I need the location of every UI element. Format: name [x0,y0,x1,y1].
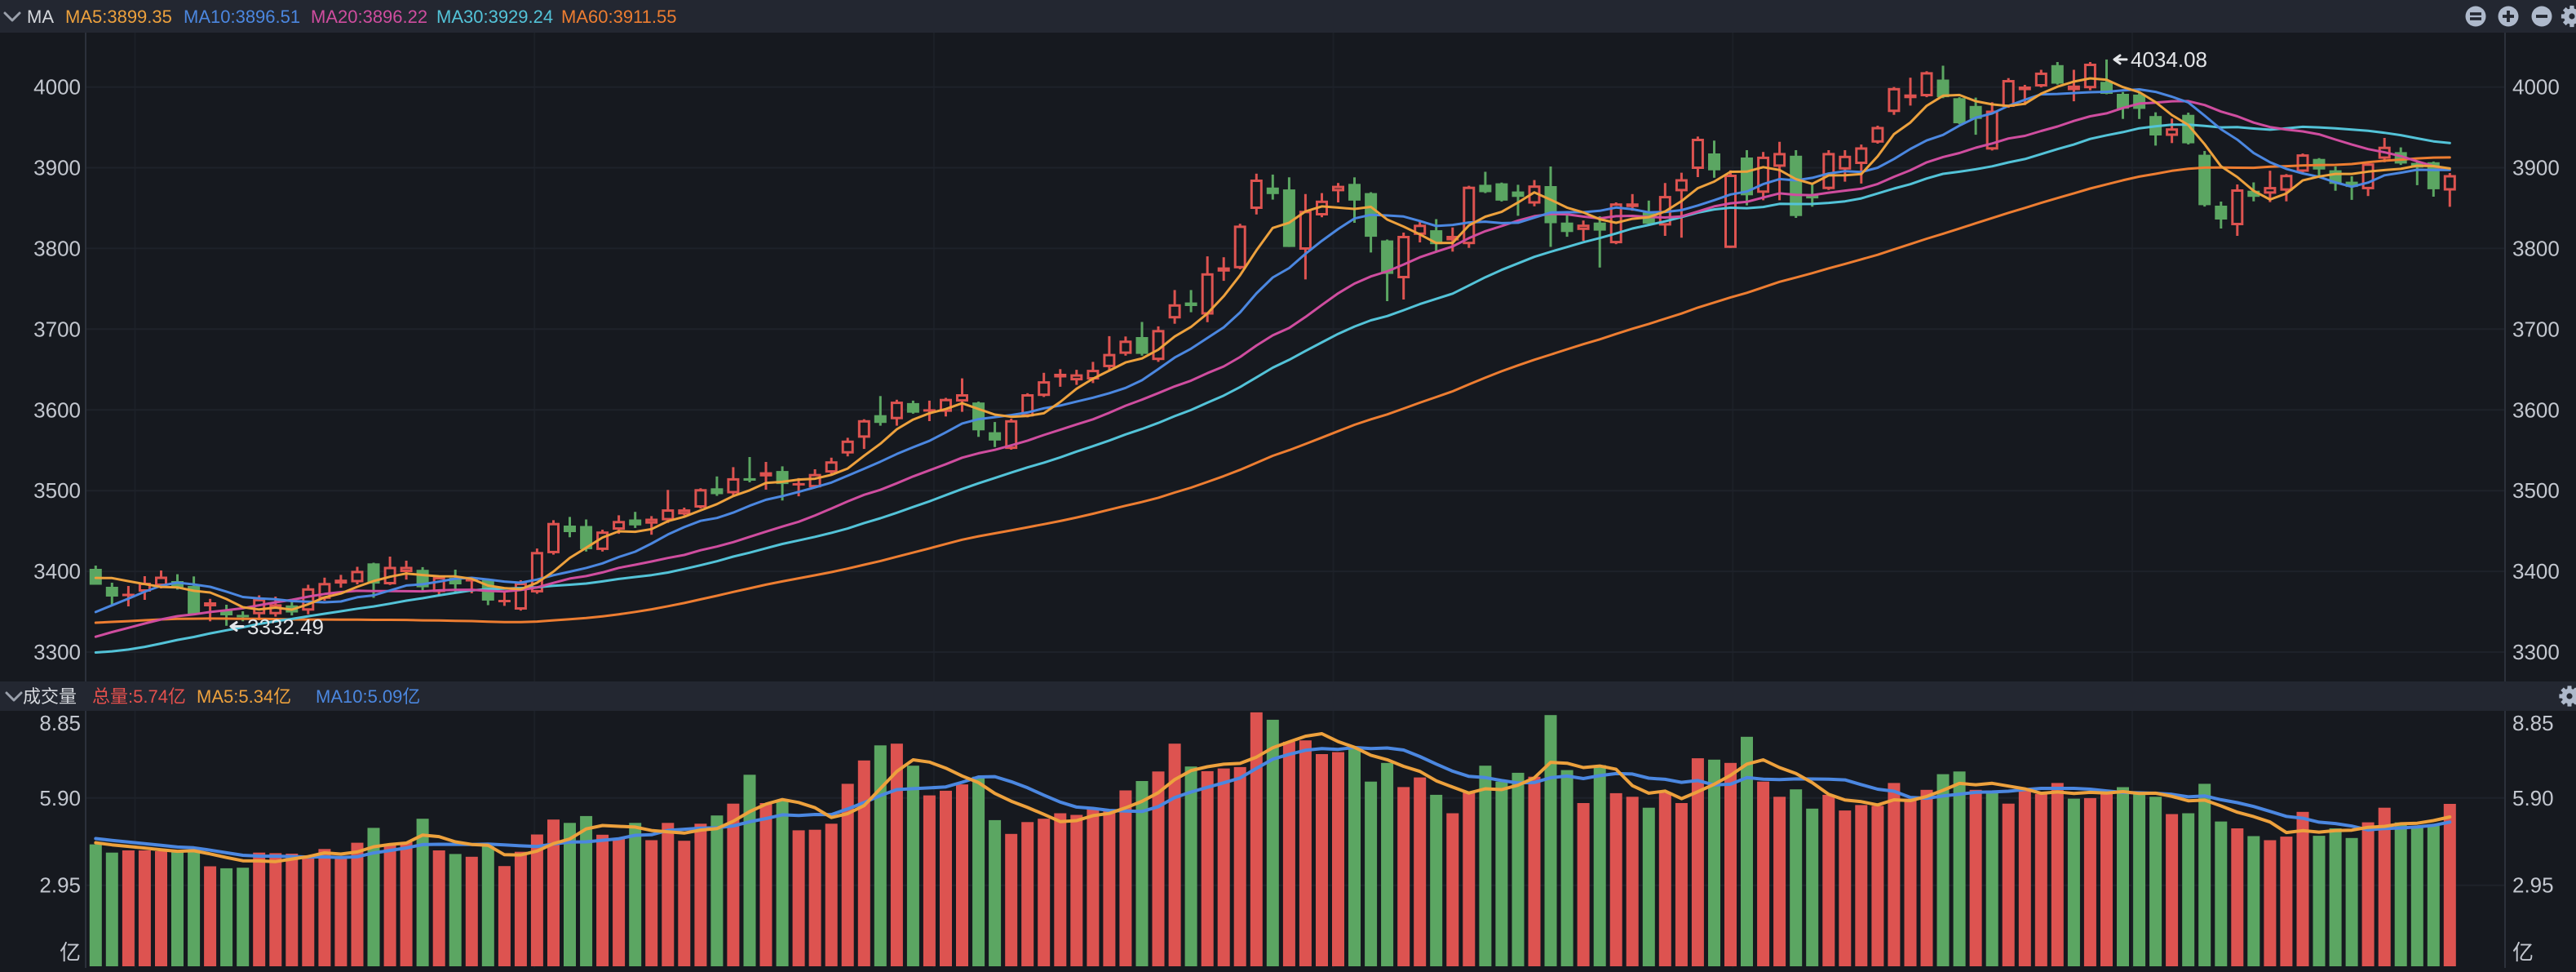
svg-text:8.85: 8.85 [2512,711,2554,735]
svg-text:亿: 亿 [60,940,81,965]
svg-text:3300: 3300 [2512,640,2560,664]
svg-text:MA60:3911.55: MA60:3911.55 [561,7,676,27]
svg-text:4000: 4000 [2512,75,2560,100]
svg-text:MA: MA [27,7,54,27]
svg-text:3600: 3600 [33,397,81,422]
svg-text:3400: 3400 [33,559,81,584]
svg-text:3300: 3300 [33,640,81,664]
svg-text:亿: 亿 [2512,940,2534,965]
svg-text:成交量: 成交量 [23,686,77,707]
svg-text:MA10:3896.51: MA10:3896.51 [184,7,300,27]
svg-text:2.95: 2.95 [2512,873,2554,898]
svg-text:3800: 3800 [33,236,81,260]
svg-text:3700: 3700 [33,317,81,341]
svg-text:4000: 4000 [33,75,81,100]
svg-text:3600: 3600 [2512,397,2560,422]
svg-text:4034.08: 4034.08 [2131,47,2207,72]
svg-text:MA20:3896.22: MA20:3896.22 [311,7,427,27]
svg-text:MA5:5.34亿: MA5:5.34亿 [197,686,291,707]
svg-text:8.85: 8.85 [39,711,81,735]
svg-text:5.90: 5.90 [39,786,81,810]
svg-text:3900: 3900 [33,156,81,180]
svg-text:3800: 3800 [2512,236,2560,260]
svg-text:3332.49: 3332.49 [247,615,324,639]
svg-text:3500: 3500 [2512,478,2560,503]
svg-text:MA10:5.09亿: MA10:5.09亿 [316,686,420,707]
svg-text:MA5:3899.35: MA5:3899.35 [65,7,172,27]
svg-text:3900: 3900 [2512,156,2560,180]
svg-text:5.90: 5.90 [2512,786,2554,810]
svg-text:总量:5.74亿: 总量:5.74亿 [92,686,186,707]
svg-text:2.95: 2.95 [39,873,81,898]
svg-text:3400: 3400 [2512,559,2560,584]
svg-text:3500: 3500 [33,478,81,503]
svg-text:MA30:3929.24: MA30:3929.24 [436,7,553,27]
svg-text:3700: 3700 [2512,317,2560,341]
